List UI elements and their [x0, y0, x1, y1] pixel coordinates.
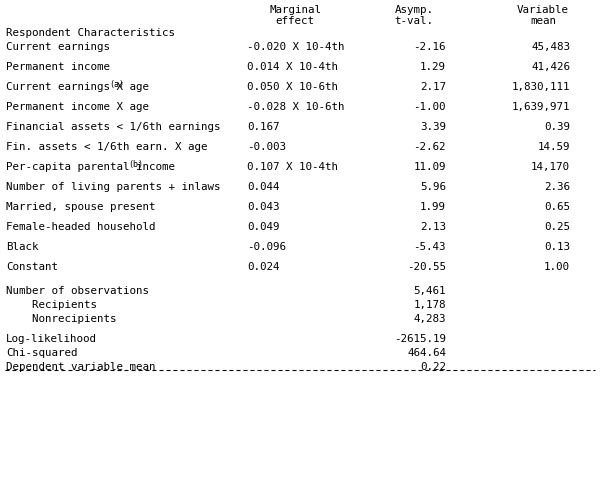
- Text: t-val.: t-val.: [395, 16, 433, 26]
- Text: 14,170: 14,170: [531, 162, 570, 172]
- Text: 2.17: 2.17: [420, 82, 446, 92]
- Text: Log-likelihood: Log-likelihood: [6, 334, 97, 344]
- Text: 0.65: 0.65: [544, 202, 570, 212]
- Text: -20.55: -20.55: [407, 262, 446, 272]
- Text: 1.00: 1.00: [544, 262, 570, 272]
- Text: -0.096: -0.096: [247, 242, 286, 252]
- Text: -2615.19: -2615.19: [394, 334, 446, 344]
- Text: 5.96: 5.96: [420, 182, 446, 192]
- Text: Asymp.: Asymp.: [395, 5, 433, 15]
- Text: mean: mean: [530, 16, 556, 26]
- Text: Financial assets < 1/6th earnings: Financial assets < 1/6th earnings: [6, 122, 221, 132]
- Text: Married, spouse present: Married, spouse present: [6, 202, 155, 212]
- Text: Permanent income: Permanent income: [6, 62, 110, 72]
- Text: 1.29: 1.29: [420, 62, 446, 72]
- Text: -2.62: -2.62: [413, 142, 446, 152]
- Text: Fin. assets < 1/6th earn. X age: Fin. assets < 1/6th earn. X age: [6, 142, 208, 152]
- Text: 4,283: 4,283: [413, 314, 446, 324]
- Text: 2.13: 2.13: [420, 222, 446, 232]
- Text: Dependent variable mean: Dependent variable mean: [6, 362, 155, 372]
- Text: 0.107 X 10-4th: 0.107 X 10-4th: [247, 162, 338, 172]
- Text: -0.003: -0.003: [247, 142, 286, 152]
- Text: 0.024: 0.024: [247, 262, 280, 272]
- Text: 14.59: 14.59: [538, 142, 570, 152]
- Text: 0.25: 0.25: [544, 222, 570, 232]
- Text: 0.014 X 10-4th: 0.014 X 10-4th: [247, 62, 338, 72]
- Text: Permanent income X age: Permanent income X age: [6, 102, 149, 112]
- Text: 41,426: 41,426: [531, 62, 570, 72]
- Text: Per-capita parental income: Per-capita parental income: [6, 162, 175, 172]
- Text: Number of living parents + inlaws: Number of living parents + inlaws: [6, 182, 221, 192]
- Text: 1,639,971: 1,639,971: [511, 102, 570, 112]
- Text: 0.044: 0.044: [247, 182, 280, 192]
- Text: (a): (a): [109, 80, 124, 89]
- Text: 11.09: 11.09: [413, 162, 446, 172]
- Text: Marginal: Marginal: [269, 5, 321, 15]
- Text: 1.99: 1.99: [420, 202, 446, 212]
- Text: -2.16: -2.16: [413, 42, 446, 52]
- Text: 464.64: 464.64: [407, 348, 446, 358]
- Text: 1,178: 1,178: [413, 300, 446, 310]
- Text: -0.020 X 10-4th: -0.020 X 10-4th: [247, 42, 344, 52]
- Text: Number of observations: Number of observations: [6, 286, 149, 296]
- Text: 0.13: 0.13: [544, 242, 570, 252]
- Text: 2.36: 2.36: [544, 182, 570, 192]
- Text: Current earnings X age: Current earnings X age: [6, 82, 149, 92]
- Text: Constant: Constant: [6, 262, 58, 272]
- Text: 0.167: 0.167: [247, 122, 280, 132]
- Text: Nonrecipients: Nonrecipients: [6, 314, 116, 324]
- Text: Female-headed household: Female-headed household: [6, 222, 155, 232]
- Text: effect: effect: [275, 16, 314, 26]
- Text: -0.028 X 10-6th: -0.028 X 10-6th: [247, 102, 344, 112]
- Text: Black: Black: [6, 242, 38, 252]
- Text: Variable: Variable: [517, 5, 569, 15]
- Text: 1,830,111: 1,830,111: [511, 82, 570, 92]
- Text: 5,461: 5,461: [413, 286, 446, 296]
- Text: 0.049: 0.049: [247, 222, 280, 232]
- Text: Recipients: Recipients: [6, 300, 97, 310]
- Text: 45,483: 45,483: [531, 42, 570, 52]
- Text: 3.39: 3.39: [420, 122, 446, 132]
- Text: 0.043: 0.043: [247, 202, 280, 212]
- Text: -1.00: -1.00: [413, 102, 446, 112]
- Text: 0.22: 0.22: [420, 362, 446, 372]
- Text: 0.050 X 10-6th: 0.050 X 10-6th: [247, 82, 338, 92]
- Text: 0.39: 0.39: [544, 122, 570, 132]
- Text: Chi-squared: Chi-squared: [6, 348, 77, 358]
- Text: Respondent Characteristics: Respondent Characteristics: [6, 28, 175, 38]
- Text: (b): (b): [128, 160, 143, 169]
- Text: -5.43: -5.43: [413, 242, 446, 252]
- Text: Current earnings: Current earnings: [6, 42, 110, 52]
